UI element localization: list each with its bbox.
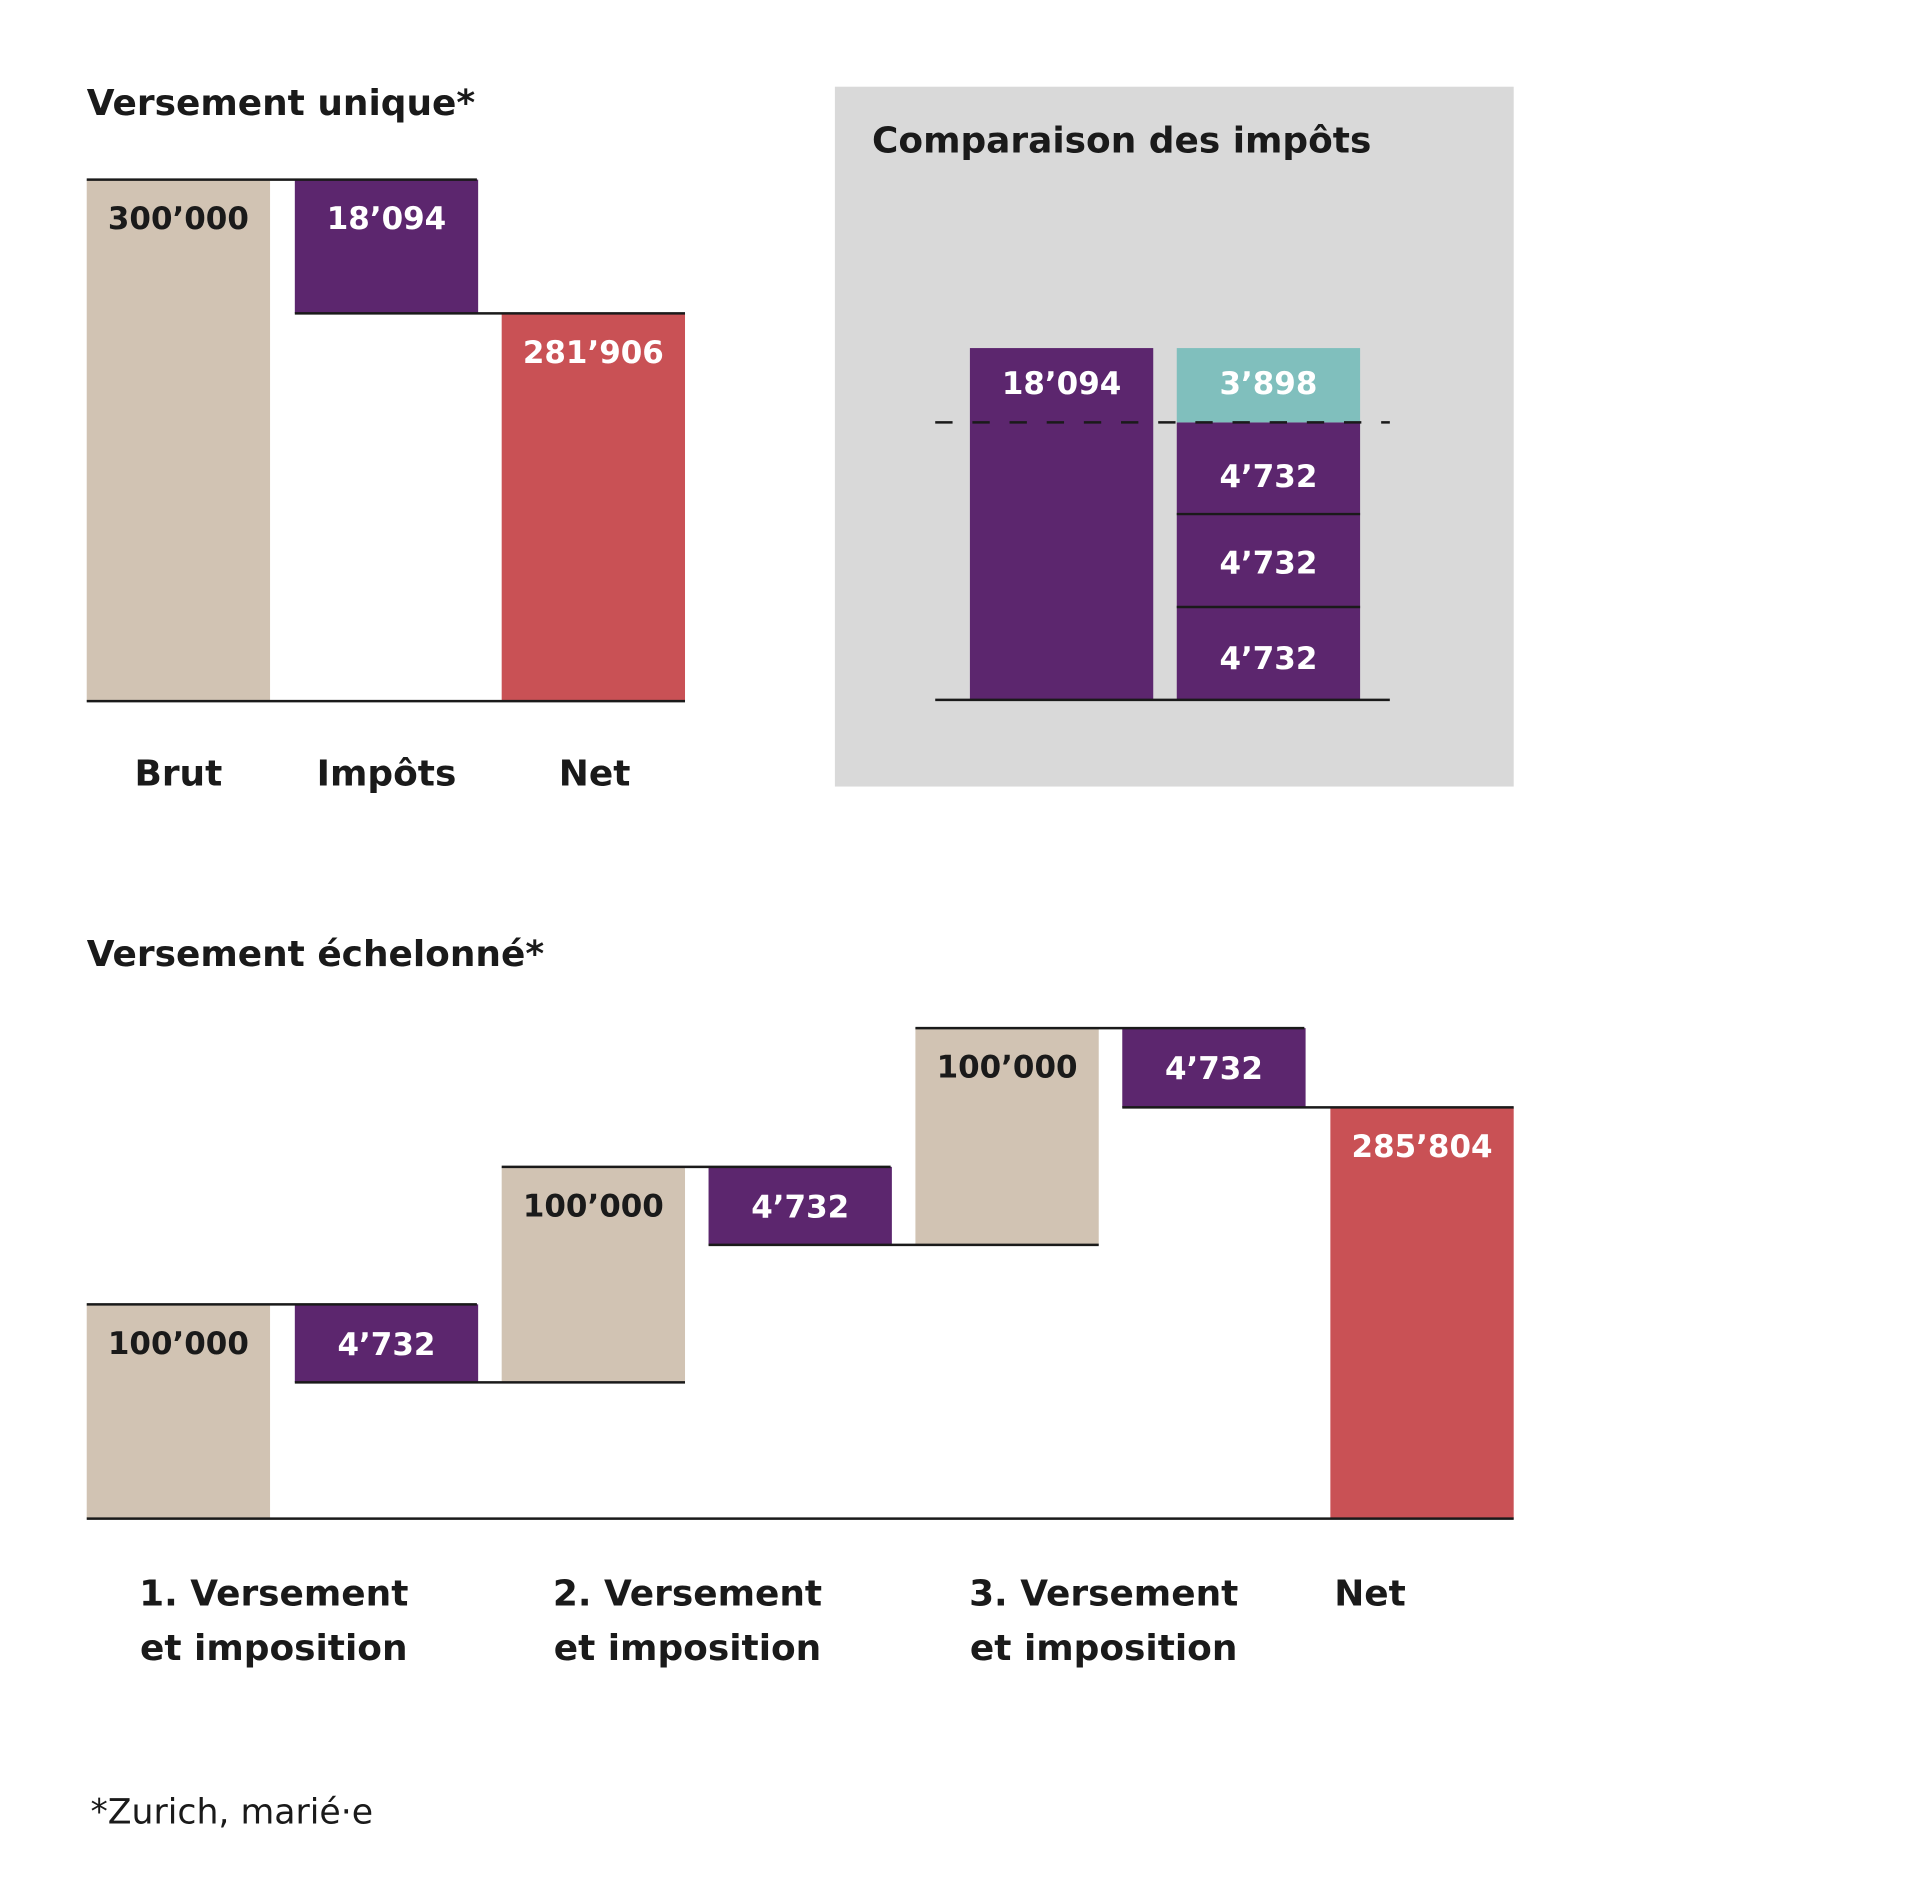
bar-staggered-tax-2-label: 4’732 bbox=[1219, 546, 1317, 582]
bar-staggered-tax-3 bbox=[1176, 422, 1361, 515]
bar-staggered-tax-2 bbox=[1176, 514, 1361, 607]
bar-net bbox=[501, 313, 686, 702]
category-label: Brut bbox=[134, 753, 222, 794]
bar-gross-label: 300’000 bbox=[108, 201, 249, 237]
bar-tax-3 bbox=[1122, 1028, 1306, 1108]
category-label: 1. Versement bbox=[139, 1573, 408, 1614]
bar-net-total bbox=[1330, 1107, 1514, 1519]
bar-staggered-tax-1-label: 4’732 bbox=[1219, 641, 1317, 677]
bar-payment-1-label: 100’000 bbox=[108, 1326, 249, 1362]
bar-tax-1-label: 4’732 bbox=[338, 1327, 436, 1363]
category-label: Net bbox=[1334, 1573, 1406, 1614]
comparison-title: Comparaison des impôts bbox=[872, 120, 1371, 161]
bar-payment-3-label: 100’000 bbox=[937, 1050, 1078, 1086]
bar-payment-3 bbox=[915, 1028, 1099, 1245]
bar-net-total-label: 285’804 bbox=[1352, 1129, 1493, 1165]
category-label: Impôts bbox=[317, 753, 457, 794]
bar-tax-1 bbox=[294, 1304, 479, 1383]
bar-staggered-tax-1 bbox=[1176, 606, 1361, 700]
bar-net-label: 281’906 bbox=[523, 335, 664, 371]
bar-payment-2 bbox=[501, 1166, 686, 1383]
category-label: 3. Versement bbox=[969, 1573, 1238, 1614]
bar-tax bbox=[294, 179, 479, 314]
category-label: 2. Versement bbox=[553, 1573, 822, 1614]
bar-staggered-tax-3-label: 4’732 bbox=[1219, 459, 1317, 495]
single-payment-title: Versement unique* bbox=[87, 83, 476, 124]
bar-tax-2 bbox=[708, 1166, 892, 1245]
bar-tax-3-label: 4’732 bbox=[1165, 1051, 1263, 1087]
bar-tax-2-label: 4’732 bbox=[751, 1190, 849, 1226]
bar-payment-2-label: 100’000 bbox=[523, 1188, 664, 1224]
bar-payment-1 bbox=[86, 1304, 271, 1519]
category-label: et imposition bbox=[140, 1628, 408, 1669]
staggered-payment-title: Versement échelonné* bbox=[87, 934, 545, 975]
footnote: *Zurich, marié·e bbox=[90, 1792, 373, 1832]
bar-single-tax-label: 18’094 bbox=[1002, 366, 1121, 402]
bar-tax-label: 18’094 bbox=[327, 201, 446, 237]
bar-single-tax bbox=[969, 348, 1154, 700]
category-label: et imposition bbox=[970, 1628, 1238, 1669]
bar-tax-saving bbox=[1176, 348, 1361, 423]
bar-tax-saving-label: 3’898 bbox=[1219, 366, 1317, 402]
category-label: et imposition bbox=[554, 1628, 822, 1669]
category-label: Net bbox=[559, 753, 631, 794]
bar-gross bbox=[86, 179, 271, 702]
comparison-panel bbox=[834, 86, 1514, 787]
